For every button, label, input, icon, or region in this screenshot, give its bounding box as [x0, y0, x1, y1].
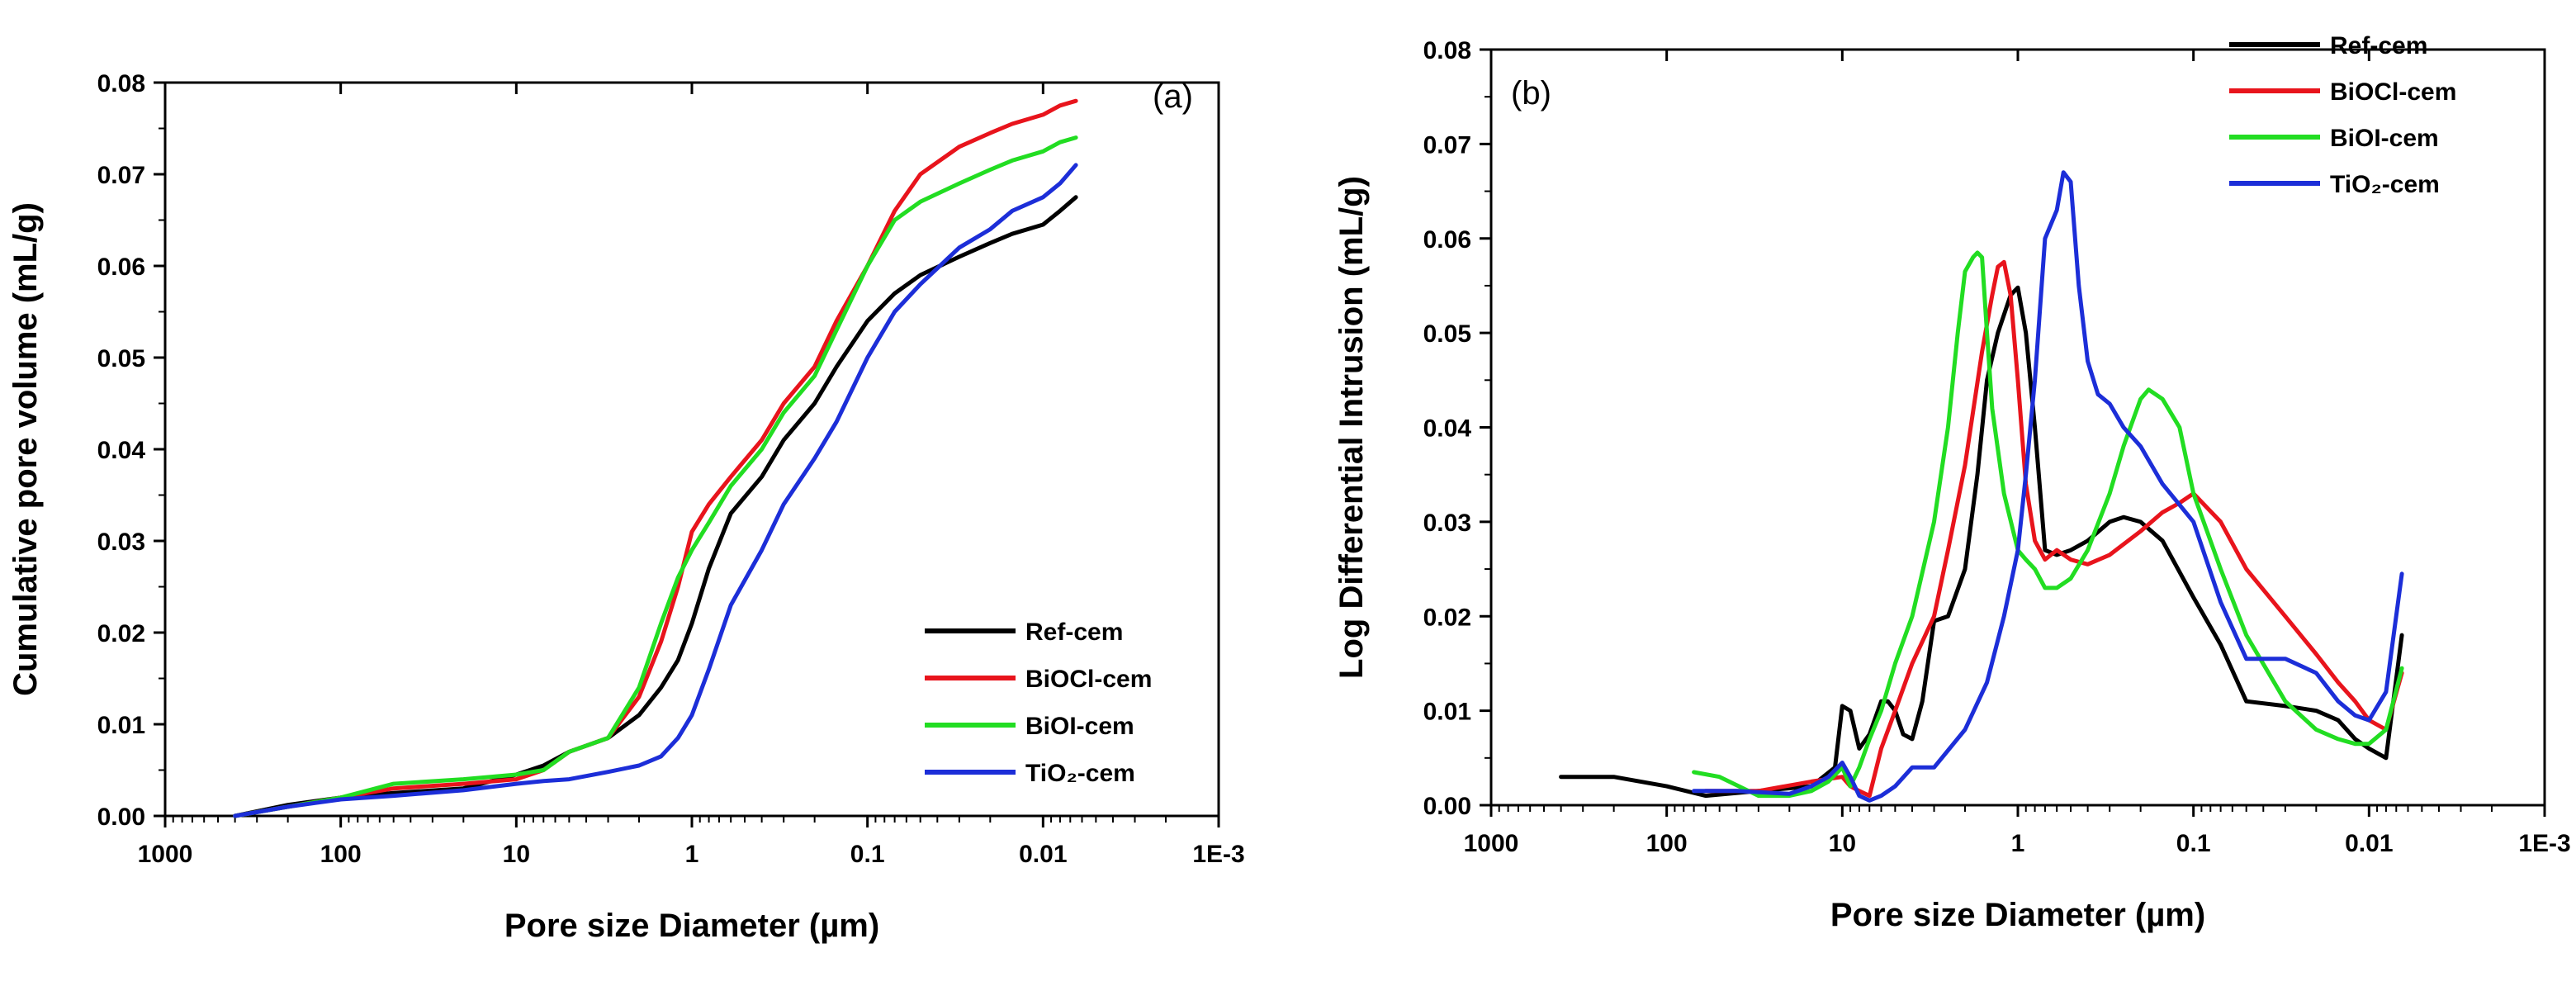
legend-label: BiOI-cem: [2330, 125, 2439, 152]
y-tick-label: 0.04: [1423, 415, 1472, 443]
x-tick-label: 1000: [138, 841, 193, 868]
x-tick-label: 10: [1829, 830, 1856, 857]
x-axis-title: Pore size Diameter (µm): [1830, 897, 2205, 933]
x-axis-title: Pore size Diameter (µm): [504, 908, 879, 944]
y-tick-label: 0.08: [1423, 37, 1471, 64]
series-line-bioi-cem: [1692, 250, 2404, 799]
legend-label: Ref-cem: [1025, 619, 1123, 646]
series-line-tio-cem: [1692, 170, 2404, 803]
legend-label: BiOCl-cem: [2330, 78, 2456, 106]
y-tick-label: 0.04: [97, 437, 146, 464]
x-tick-label: 1E-3: [2518, 830, 2570, 857]
y-tick-label: 0.07: [1423, 131, 1471, 159]
y-tick-label: 0.00: [1423, 793, 1471, 820]
x-tick-label: 1E-3: [1192, 841, 1244, 868]
y-tick-label: 0.07: [97, 162, 145, 189]
series-line-bioi-cem: [233, 135, 1078, 818]
panel-b-chart: 1000 100 10 1 0.1 0.01 1E-3 0.00 0.01 0.02 0.03 0.0…: [1333, 32, 2571, 933]
series-line-biocl-cem: [1703, 259, 2404, 799]
x-tick-label: 100: [1646, 830, 1688, 857]
series-line-ref-cem: [1559, 285, 2404, 799]
x-tick-label: 0.01: [1019, 841, 1067, 868]
legend-label: TiO₂-cem: [2330, 171, 2440, 198]
y-tick-label: 0.01: [97, 712, 145, 739]
y-tick-label: 0.08: [97, 70, 145, 97]
y-tick-label: 0.00: [97, 804, 145, 831]
panel-a-chart: 1000 100 10 1 0.1 0.01 1E-3 0.00 0.01 0.02 0.03 0.0…: [7, 70, 1245, 944]
series-line-biocl-cem: [233, 98, 1078, 818]
y-tick-label: 0.02: [1423, 604, 1471, 631]
legend-label: Ref-cem: [2330, 32, 2427, 59]
y-tick-label: 0.03: [1423, 510, 1471, 537]
legend-label: TiO₂-cem: [1025, 760, 1135, 787]
x-tick-label: 1: [2011, 830, 2025, 857]
y-tick-label: 0.06: [97, 254, 145, 281]
y-tick-label: 0.05: [1423, 320, 1471, 348]
y-axis-title: Log Differential Intrusion (mL/g): [1333, 176, 1370, 679]
plot-frame: [163, 81, 1220, 818]
x-tick-label: 0.01: [2345, 830, 2393, 857]
legend-label: BiOCl-cem: [1025, 666, 1152, 693]
y-tick-label: 0.06: [1423, 226, 1471, 254]
x-tick-label: 1000: [1464, 830, 1519, 857]
y-tick-label: 0.05: [97, 345, 145, 372]
y-axis-title: Cumulative pore volume (mL/g): [7, 202, 44, 696]
legend-label: BiOI-cem: [1025, 713, 1134, 740]
x-tick-label: 0.1: [850, 841, 885, 868]
panel-label: (b): [1511, 75, 1551, 111]
y-tick-label: 0.01: [1423, 699, 1471, 726]
x-tick-label: 0.1: [2176, 830, 2211, 857]
y-tick-label: 0.03: [97, 529, 145, 556]
x-tick-label: 10: [503, 841, 530, 868]
y-tick-label: 0.02: [97, 620, 145, 647]
x-tick-label: 1: [685, 841, 699, 868]
panel-label: (a): [1153, 78, 1193, 115]
series-line-tio-cem: [233, 163, 1078, 818]
x-tick-label: 100: [320, 841, 362, 868]
